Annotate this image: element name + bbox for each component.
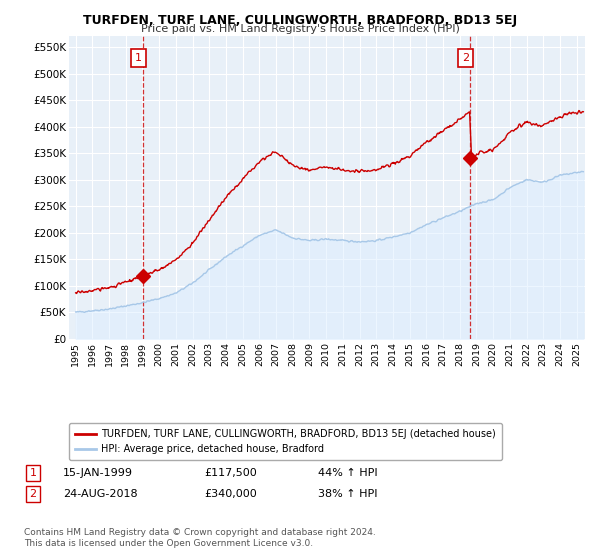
Legend: TURFDEN, TURF LANE, CULLINGWORTH, BRADFORD, BD13 5EJ (detached house), HPI: Aver: TURFDEN, TURF LANE, CULLINGWORTH, BRADFO… xyxy=(69,423,502,460)
Text: 24-AUG-2018: 24-AUG-2018 xyxy=(63,489,137,499)
Text: 1: 1 xyxy=(134,53,142,63)
Text: TURFDEN, TURF LANE, CULLINGWORTH, BRADFORD, BD13 5EJ: TURFDEN, TURF LANE, CULLINGWORTH, BRADFO… xyxy=(83,14,517,27)
Text: 2: 2 xyxy=(29,489,37,499)
Text: 38% ↑ HPI: 38% ↑ HPI xyxy=(318,489,377,499)
Text: 15-JAN-1999: 15-JAN-1999 xyxy=(63,468,133,478)
Text: Price paid vs. HM Land Registry's House Price Index (HPI): Price paid vs. HM Land Registry's House … xyxy=(140,24,460,34)
Text: 44% ↑ HPI: 44% ↑ HPI xyxy=(318,468,377,478)
Text: £117,500: £117,500 xyxy=(204,468,257,478)
Text: £340,000: £340,000 xyxy=(204,489,257,499)
Text: 1: 1 xyxy=(29,468,37,478)
Text: 2: 2 xyxy=(462,53,469,63)
Text: Contains HM Land Registry data © Crown copyright and database right 2024.
This d: Contains HM Land Registry data © Crown c… xyxy=(24,528,376,548)
